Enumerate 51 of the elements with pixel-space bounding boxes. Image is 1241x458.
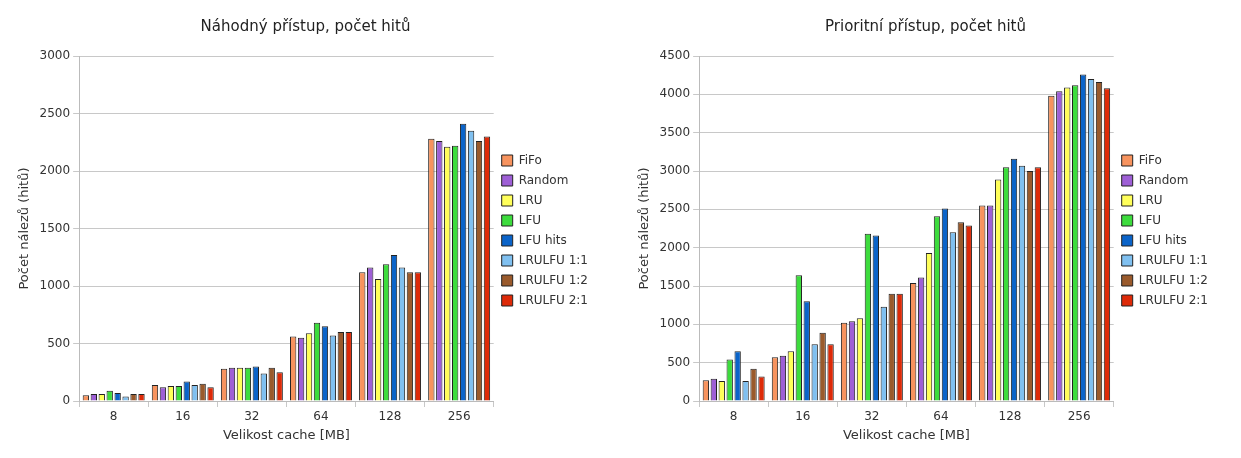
y-tick-label: 500 xyxy=(667,354,691,369)
x-tick-label: 256 xyxy=(447,409,471,424)
y-tick-label: 3000 xyxy=(659,163,691,178)
legend-label: LRULFU 1:1 xyxy=(1138,252,1209,267)
y-tick-label: 2500 xyxy=(659,201,691,216)
legend-label: Random xyxy=(1138,172,1189,187)
y-tick-label: 2000 xyxy=(659,239,691,254)
legend-label: LFU xyxy=(518,212,542,227)
legend-label: Random xyxy=(518,172,569,187)
y-tick-label: 500 xyxy=(47,335,71,350)
y-tick-label: 3000 xyxy=(39,48,71,63)
y-axis-title: Počet nálezů (hitů) xyxy=(16,167,32,290)
x-tick-label: 128 xyxy=(998,409,1022,424)
legend-label: LRULFU 2:1 xyxy=(518,292,589,307)
y-tick-label: 1000 xyxy=(39,278,71,293)
x-tick-label: 16 xyxy=(175,409,191,424)
x-tick-label: 32 xyxy=(864,409,880,424)
y-tick-label: 1500 xyxy=(39,220,71,235)
y-tick-label: 1500 xyxy=(659,278,691,293)
x-axis-title: Velikost cache [MB] xyxy=(842,426,970,442)
x-tick-label: 8 xyxy=(729,409,738,424)
y-tick-label: 2000 xyxy=(39,163,71,178)
legend-label: LRULFU 2:1 xyxy=(1138,292,1209,307)
x-tick-label: 8 xyxy=(109,409,118,424)
y-tick-label: 1000 xyxy=(659,316,691,331)
legend-label: LRULFU 1:2 xyxy=(518,272,589,287)
legend-label: LRU xyxy=(1138,192,1163,207)
y-tick-label: 4500 xyxy=(659,48,691,63)
legend-label: FiFo xyxy=(1138,152,1162,167)
chart-title: Náhodný přístup, počet hitů xyxy=(200,16,411,35)
x-tick-label: 64 xyxy=(933,409,949,424)
legend-label: LFU hits xyxy=(518,232,567,247)
x-tick-label: 256 xyxy=(1067,409,1091,424)
y-tick-label: 0 xyxy=(682,393,691,408)
legend-label: LFU hits xyxy=(1138,232,1187,247)
y-tick-label: 3500 xyxy=(659,124,691,139)
y-tick-label: 0 xyxy=(62,393,71,408)
x-tick-label: 32 xyxy=(244,409,260,424)
legend-label: LFU xyxy=(1138,212,1162,227)
x-tick-label: 16 xyxy=(795,409,811,424)
x-tick-label: 64 xyxy=(313,409,329,424)
legend-label: FiFo xyxy=(518,152,542,167)
y-tick-label: 4000 xyxy=(659,86,691,101)
x-axis-title: Velikost cache [MB] xyxy=(222,426,350,442)
chart-title: Prioritní přístup, počet hitů xyxy=(825,16,1026,35)
y-tick-label: 2500 xyxy=(39,105,71,120)
legend-label: LRU xyxy=(518,192,543,207)
legend-label: LRULFU 1:1 xyxy=(518,252,589,267)
x-tick-label: 128 xyxy=(378,409,402,424)
legend-label: LRULFU 1:2 xyxy=(1138,272,1209,287)
y-axis-title: Počet nálezů (hitů) xyxy=(636,167,652,290)
